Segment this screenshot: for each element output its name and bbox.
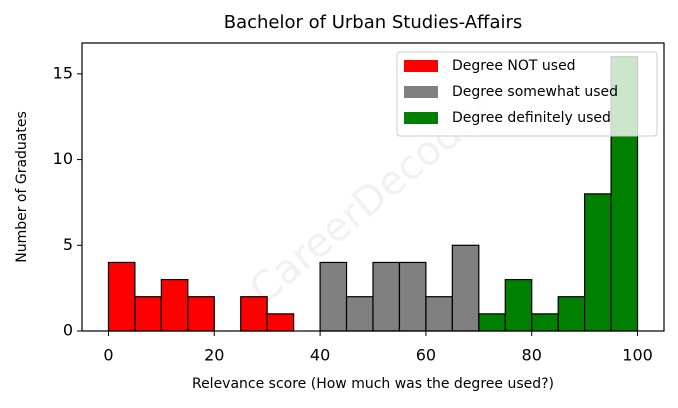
plot-frame: [81, 42, 665, 332]
bar: [504, 278, 533, 332]
x-tick-label: 0: [103, 346, 113, 365]
bar: [584, 193, 612, 332]
bar: [345, 296, 374, 332]
bar: [319, 261, 348, 332]
x-tick-label: 100: [622, 346, 653, 365]
bar: [266, 313, 295, 332]
y-tick-label: 10: [53, 149, 73, 168]
bar: [372, 261, 401, 332]
legend-label: Degree somewhat used: [452, 84, 618, 100]
bar: [240, 296, 268, 332]
legend-swatch: [404, 112, 438, 124]
x-axis-label: Relevance score (How much was the degree…: [192, 376, 554, 392]
y-tick-label: 0: [63, 321, 73, 340]
bar: [478, 313, 506, 332]
legend-swatch: [404, 86, 438, 98]
bar: [160, 278, 189, 332]
x-tick-label: 80: [522, 346, 542, 365]
bar: [187, 296, 215, 332]
legend-label: Degree NOT used: [452, 58, 576, 74]
bar: [557, 296, 586, 332]
legend-box: [396, 51, 658, 137]
legend-swatch: [404, 60, 438, 72]
y-axis-label: Number of Graduates: [14, 111, 30, 263]
y-tick-label: 5: [63, 235, 73, 254]
bar: [107, 261, 136, 332]
chart-title: Bachelor of Urban Studies-Affairs: [224, 12, 523, 33]
x-tick-label: 20: [204, 346, 224, 365]
x-tick-label: 60: [416, 346, 436, 365]
legend-label: Degree definitely used: [452, 110, 611, 126]
bar: [398, 261, 427, 332]
bar: [134, 296, 162, 332]
y-tick-label: 15: [53, 63, 73, 82]
bar: [531, 313, 559, 332]
x-tick-label: 40: [310, 346, 330, 365]
bar: [425, 296, 453, 332]
bar: [451, 244, 480, 332]
